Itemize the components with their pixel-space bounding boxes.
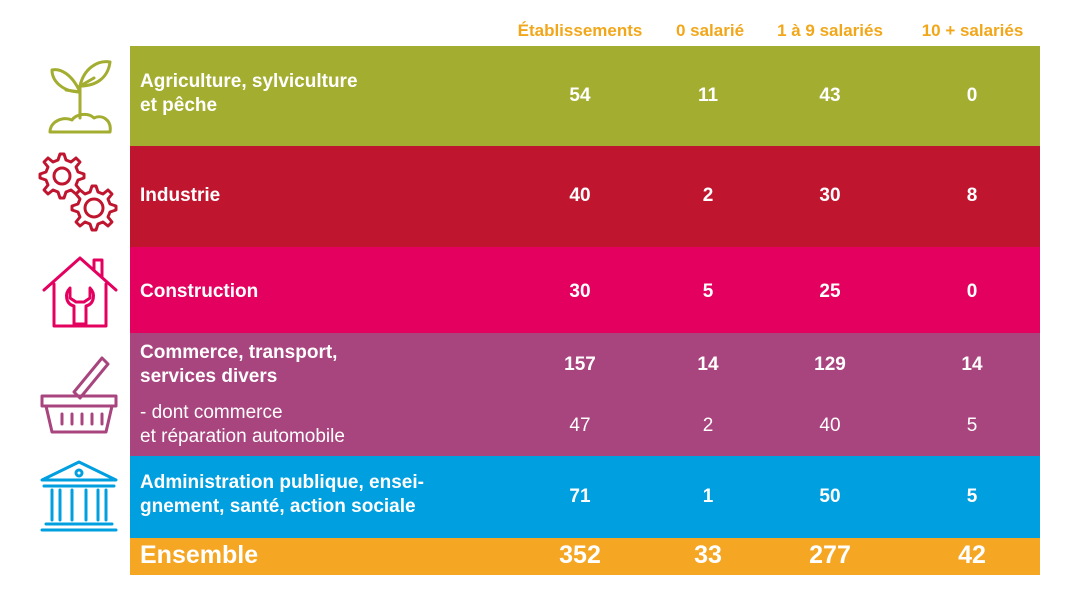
cell-0-salarie: 33 [694, 541, 722, 569]
cell-1-9-salaries: 50 [819, 486, 841, 507]
row-label-line1: Commerce, transport, [140, 342, 338, 363]
cell-1-9-salaries: 43 [819, 85, 841, 106]
cell-etablissements: 30 [569, 281, 591, 302]
row-label-commerce-automobile: - dont commerce et réparation automobile [140, 401, 345, 449]
column-header-0-salarie: 0 salarié [675, 21, 745, 40]
row-label-commerce: Commerce, transport, services divers [140, 341, 337, 389]
sprout-icon [42, 52, 118, 138]
cell-1-9-salaries: 277 [809, 541, 851, 569]
cell-etablissements: 352 [559, 541, 601, 569]
row-label-line2: services divers [140, 366, 278, 387]
cell-0-salarie: 2 [702, 415, 714, 436]
cell-1-9-salaries: 129 [814, 354, 846, 375]
cell-1-9-salaries: 30 [819, 185, 841, 206]
cell-10-plus-salaries: 5 [966, 486, 978, 507]
row-label-line2: et réparation automobile [140, 426, 345, 447]
table-row-industrie: Industrie 40 2 30 8 [130, 146, 1040, 247]
cell-10-plus-salaries: 42 [958, 541, 986, 569]
table-row-ensemble: Ensemble 352 33 277 42 [130, 538, 1040, 575]
basket-icon [36, 352, 122, 438]
cell-10-plus-salaries: 5 [966, 415, 978, 436]
row-label-ensemble: Ensemble [140, 541, 259, 569]
cell-0-salarie: 2 [702, 185, 714, 206]
row-label-line1: - dont commerce [140, 402, 283, 423]
row-label-agriculture: Agriculture, sylviculture et pêche [140, 70, 358, 118]
cell-10-plus-salaries: 14 [961, 354, 983, 375]
table-row-construction: Construction 30 5 25 0 [130, 247, 1040, 333]
column-header-10-plus-salaries: 10 + salariés [921, 21, 1024, 40]
gears-icon [36, 150, 122, 240]
cell-0-salarie: 11 [697, 85, 719, 106]
row-label-industrie: Industrie [140, 184, 220, 208]
row-label-line1: Construction [140, 281, 259, 302]
row-label-line1: Industrie [140, 185, 221, 206]
table-row-administration: Administration publique, ensei- gnement,… [130, 456, 1040, 538]
cell-0-salarie: 1 [702, 486, 714, 507]
table-row-agriculture: Agriculture, sylviculture et pêche 54 11… [130, 46, 1040, 146]
cell-etablissements: 157 [564, 354, 596, 375]
cell-etablissements: 71 [569, 486, 591, 507]
cell-10-plus-salaries: 8 [966, 185, 978, 206]
row-label-line1: Agriculture, sylviculture [140, 71, 358, 92]
cell-etablissements: 47 [569, 415, 591, 436]
column-header-1-9-salaries: 1 à 9 salariés [777, 21, 883, 40]
row-label-line1: Administration publique, ensei- [140, 472, 424, 493]
cell-0-salarie: 14 [697, 354, 719, 375]
row-label-construction: Construction [140, 280, 258, 304]
table-row-commerce: Commerce, transport, services divers 157… [130, 333, 1040, 456]
cell-1-9-salaries: 25 [819, 281, 841, 302]
cell-10-plus-salaries: 0 [966, 281, 978, 302]
public-building-icon [38, 458, 120, 534]
cell-etablissements: 54 [569, 85, 591, 106]
row-label-line2: gnement, santé, action sociale [140, 496, 416, 517]
cell-etablissements: 40 [569, 185, 591, 206]
column-header-etablissements: Établissements [517, 21, 643, 40]
cell-10-plus-salaries: 0 [966, 85, 978, 106]
row-label-line2: et pêche [140, 95, 218, 116]
cell-1-9-salaries: 40 [819, 415, 841, 436]
cell-0-salarie: 5 [702, 281, 714, 302]
house-wrench-icon [40, 254, 120, 330]
row-label-administration: Administration publique, ensei- gnement,… [140, 471, 424, 519]
